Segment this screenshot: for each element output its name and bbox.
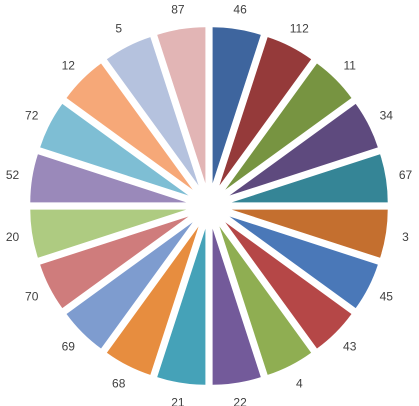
data-label-52: 52 <box>6 168 20 182</box>
data-label-34: 34 <box>380 109 394 123</box>
data-label-87: 87 <box>171 3 185 17</box>
data-label-43: 43 <box>343 340 357 354</box>
pie-data-labels: 46 112 11 34 67 3 45 43 4 22 21 68 69 70 20 52 72 12 5 87 <box>6 3 413 406</box>
data-label-68: 68 <box>112 376 126 390</box>
data-label-70: 70 <box>25 289 39 303</box>
data-label-22: 22 <box>233 396 247 406</box>
data-label-46: 46 <box>233 3 247 17</box>
data-label-20: 20 <box>6 230 20 244</box>
data-label-69: 69 <box>62 340 76 354</box>
data-label-3: 3 <box>402 230 409 244</box>
data-label-5: 5 <box>115 22 122 36</box>
pie-slices <box>30 27 387 384</box>
data-label-112: 112 <box>290 22 309 36</box>
data-label-45: 45 <box>380 289 394 303</box>
data-label-12: 12 <box>62 58 76 72</box>
data-label-67: 67 <box>399 168 413 182</box>
data-label-11: 11 <box>343 58 356 72</box>
data-label-72: 72 <box>25 109 39 123</box>
data-label-21: 21 <box>171 396 185 406</box>
data-label-4: 4 <box>296 376 303 390</box>
